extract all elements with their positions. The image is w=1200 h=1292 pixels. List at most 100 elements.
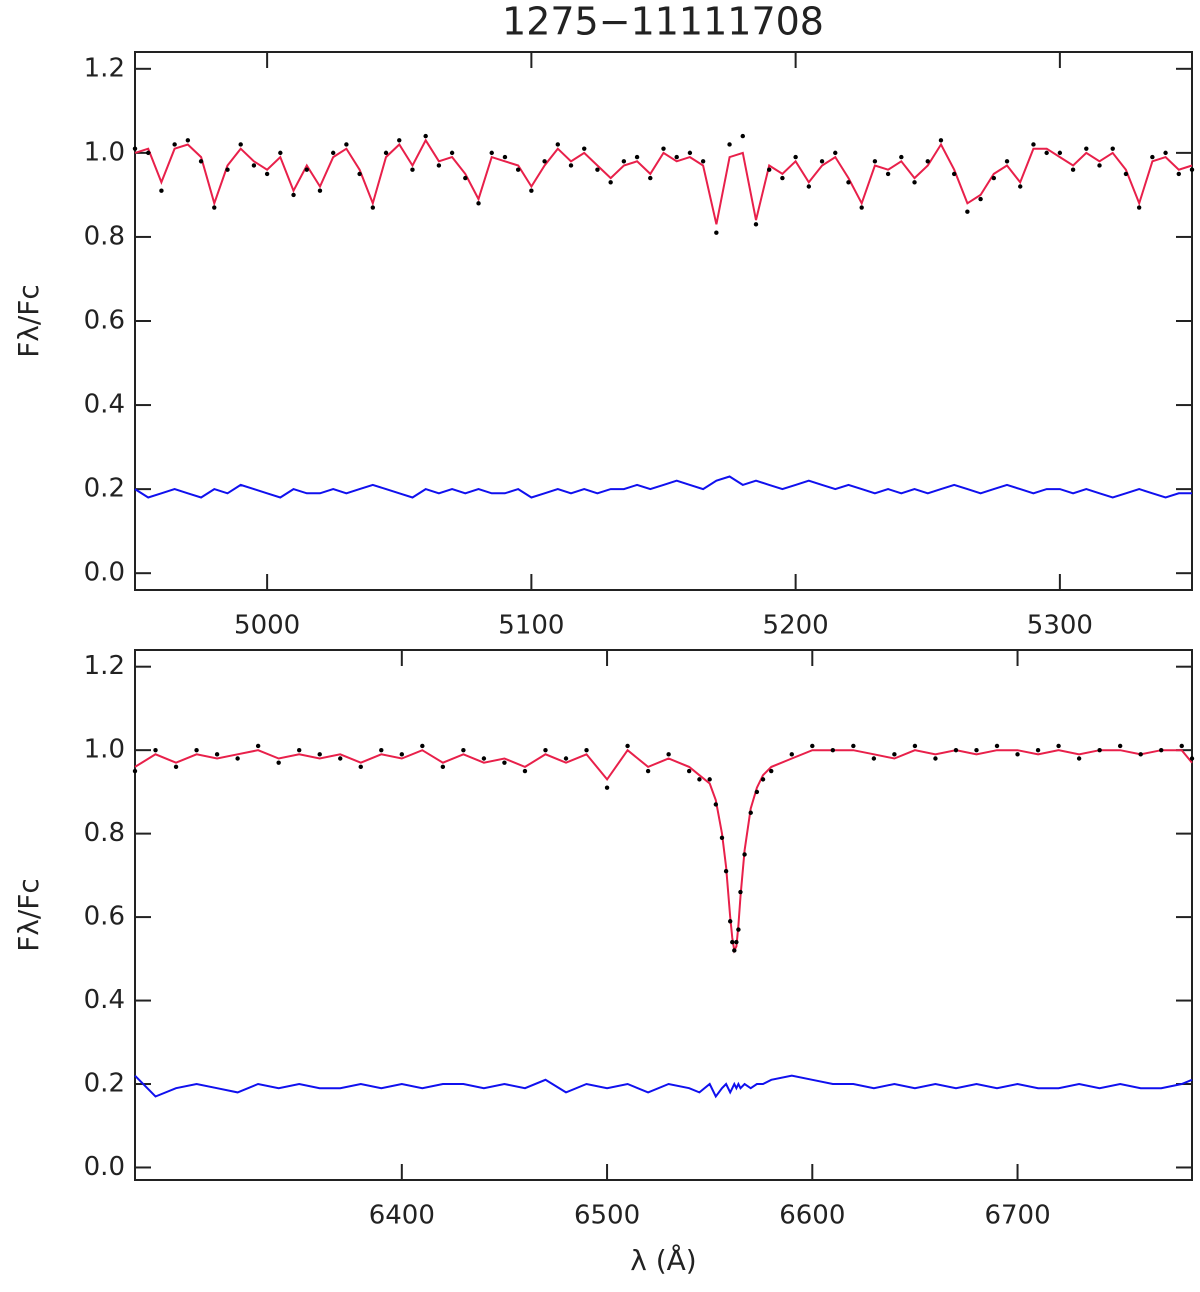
plot-frame xyxy=(134,649,1193,1181)
x-tick-label: 5200 xyxy=(763,611,829,641)
data-point xyxy=(436,163,442,168)
data-point xyxy=(780,175,785,181)
data-point xyxy=(357,171,362,177)
x-tick-label: 5100 xyxy=(498,611,564,641)
data-point xyxy=(595,167,600,172)
data-point xyxy=(173,764,179,770)
data-point xyxy=(793,154,798,160)
data-point xyxy=(728,919,733,924)
data-point xyxy=(1004,159,1010,164)
data-point xyxy=(697,777,702,782)
data-point xyxy=(410,167,415,172)
data-point xyxy=(278,150,283,156)
series-line xyxy=(134,475,1192,499)
x-tick-label: 5300 xyxy=(1027,611,1093,641)
data-point xyxy=(1136,205,1142,210)
data-point xyxy=(264,171,270,177)
data-point xyxy=(255,743,261,749)
data-point xyxy=(463,175,468,181)
data-point xyxy=(1015,752,1020,757)
data-point xyxy=(159,188,164,193)
data-point xyxy=(397,138,402,143)
data-point xyxy=(582,146,587,151)
data-point xyxy=(621,159,627,164)
data-point xyxy=(713,802,719,807)
data-point xyxy=(1097,163,1102,168)
data-point xyxy=(1070,167,1076,172)
data-point xyxy=(707,777,712,782)
data-point xyxy=(885,171,891,177)
data-point xyxy=(198,159,204,164)
data-point xyxy=(423,133,428,139)
data-point xyxy=(214,752,220,757)
data-point xyxy=(543,747,548,753)
data-point xyxy=(1035,747,1041,753)
data-point xyxy=(686,768,692,774)
data-point xyxy=(953,747,959,753)
data-point xyxy=(634,154,640,160)
y-tick-label: 0.0 xyxy=(84,558,125,588)
y-tick-label: 0.6 xyxy=(84,902,125,932)
data-point xyxy=(449,150,455,156)
y-tick-label: 0.8 xyxy=(84,221,125,251)
data-point xyxy=(522,768,528,774)
data-point xyxy=(276,760,281,765)
data-point xyxy=(153,747,158,753)
data-point xyxy=(830,747,836,753)
data-point xyxy=(965,209,970,214)
data-point xyxy=(871,756,877,761)
data-point xyxy=(476,201,481,206)
data-point xyxy=(330,150,336,156)
data-point xyxy=(912,743,918,749)
data-point xyxy=(727,142,732,147)
data-point xyxy=(1179,743,1184,749)
data-point xyxy=(767,167,772,172)
data-point xyxy=(951,171,957,177)
data-point xyxy=(994,743,1000,749)
data-point xyxy=(742,852,747,857)
x-tick-label: 6500 xyxy=(574,1201,640,1231)
data-point xyxy=(760,777,766,782)
y-tick-label: 0.8 xyxy=(84,818,125,848)
plot-frame xyxy=(134,51,1193,591)
y-tick-label: 1.2 xyxy=(84,53,125,83)
data-point xyxy=(714,230,719,235)
y-tick-label: 0.2 xyxy=(84,1069,125,1099)
data-point xyxy=(1044,150,1049,156)
data-point xyxy=(238,142,243,147)
data-point xyxy=(1123,171,1129,177)
data-point xyxy=(912,180,917,185)
data-point xyxy=(502,154,508,160)
data-point xyxy=(974,747,979,753)
data-point xyxy=(933,756,938,761)
series-line xyxy=(134,748,1193,954)
data-point xyxy=(1057,150,1063,156)
data-point xyxy=(661,146,666,151)
data-point xyxy=(872,159,878,164)
data-point xyxy=(317,752,322,757)
data-point xyxy=(1117,743,1123,749)
data-point xyxy=(212,205,217,210)
data-point xyxy=(846,180,851,185)
data-point xyxy=(1056,743,1061,749)
data-point xyxy=(748,810,753,815)
data-point xyxy=(991,175,997,181)
data-point xyxy=(1018,184,1023,189)
x-tick-label: 6700 xyxy=(984,1201,1050,1231)
data-point xyxy=(753,222,759,227)
data-point xyxy=(819,159,825,164)
data-point xyxy=(515,167,521,172)
x-axis-label: λ (Å) xyxy=(630,1243,696,1277)
data-point xyxy=(383,150,389,156)
data-point xyxy=(648,175,653,181)
data-point xyxy=(1084,146,1089,151)
data-point xyxy=(738,889,743,895)
y-tick-label: 0.0 xyxy=(84,1152,125,1182)
data-point xyxy=(358,764,363,770)
data-point xyxy=(555,142,560,147)
data-point xyxy=(296,747,302,753)
data-point xyxy=(132,146,138,151)
data-point xyxy=(925,159,930,164)
